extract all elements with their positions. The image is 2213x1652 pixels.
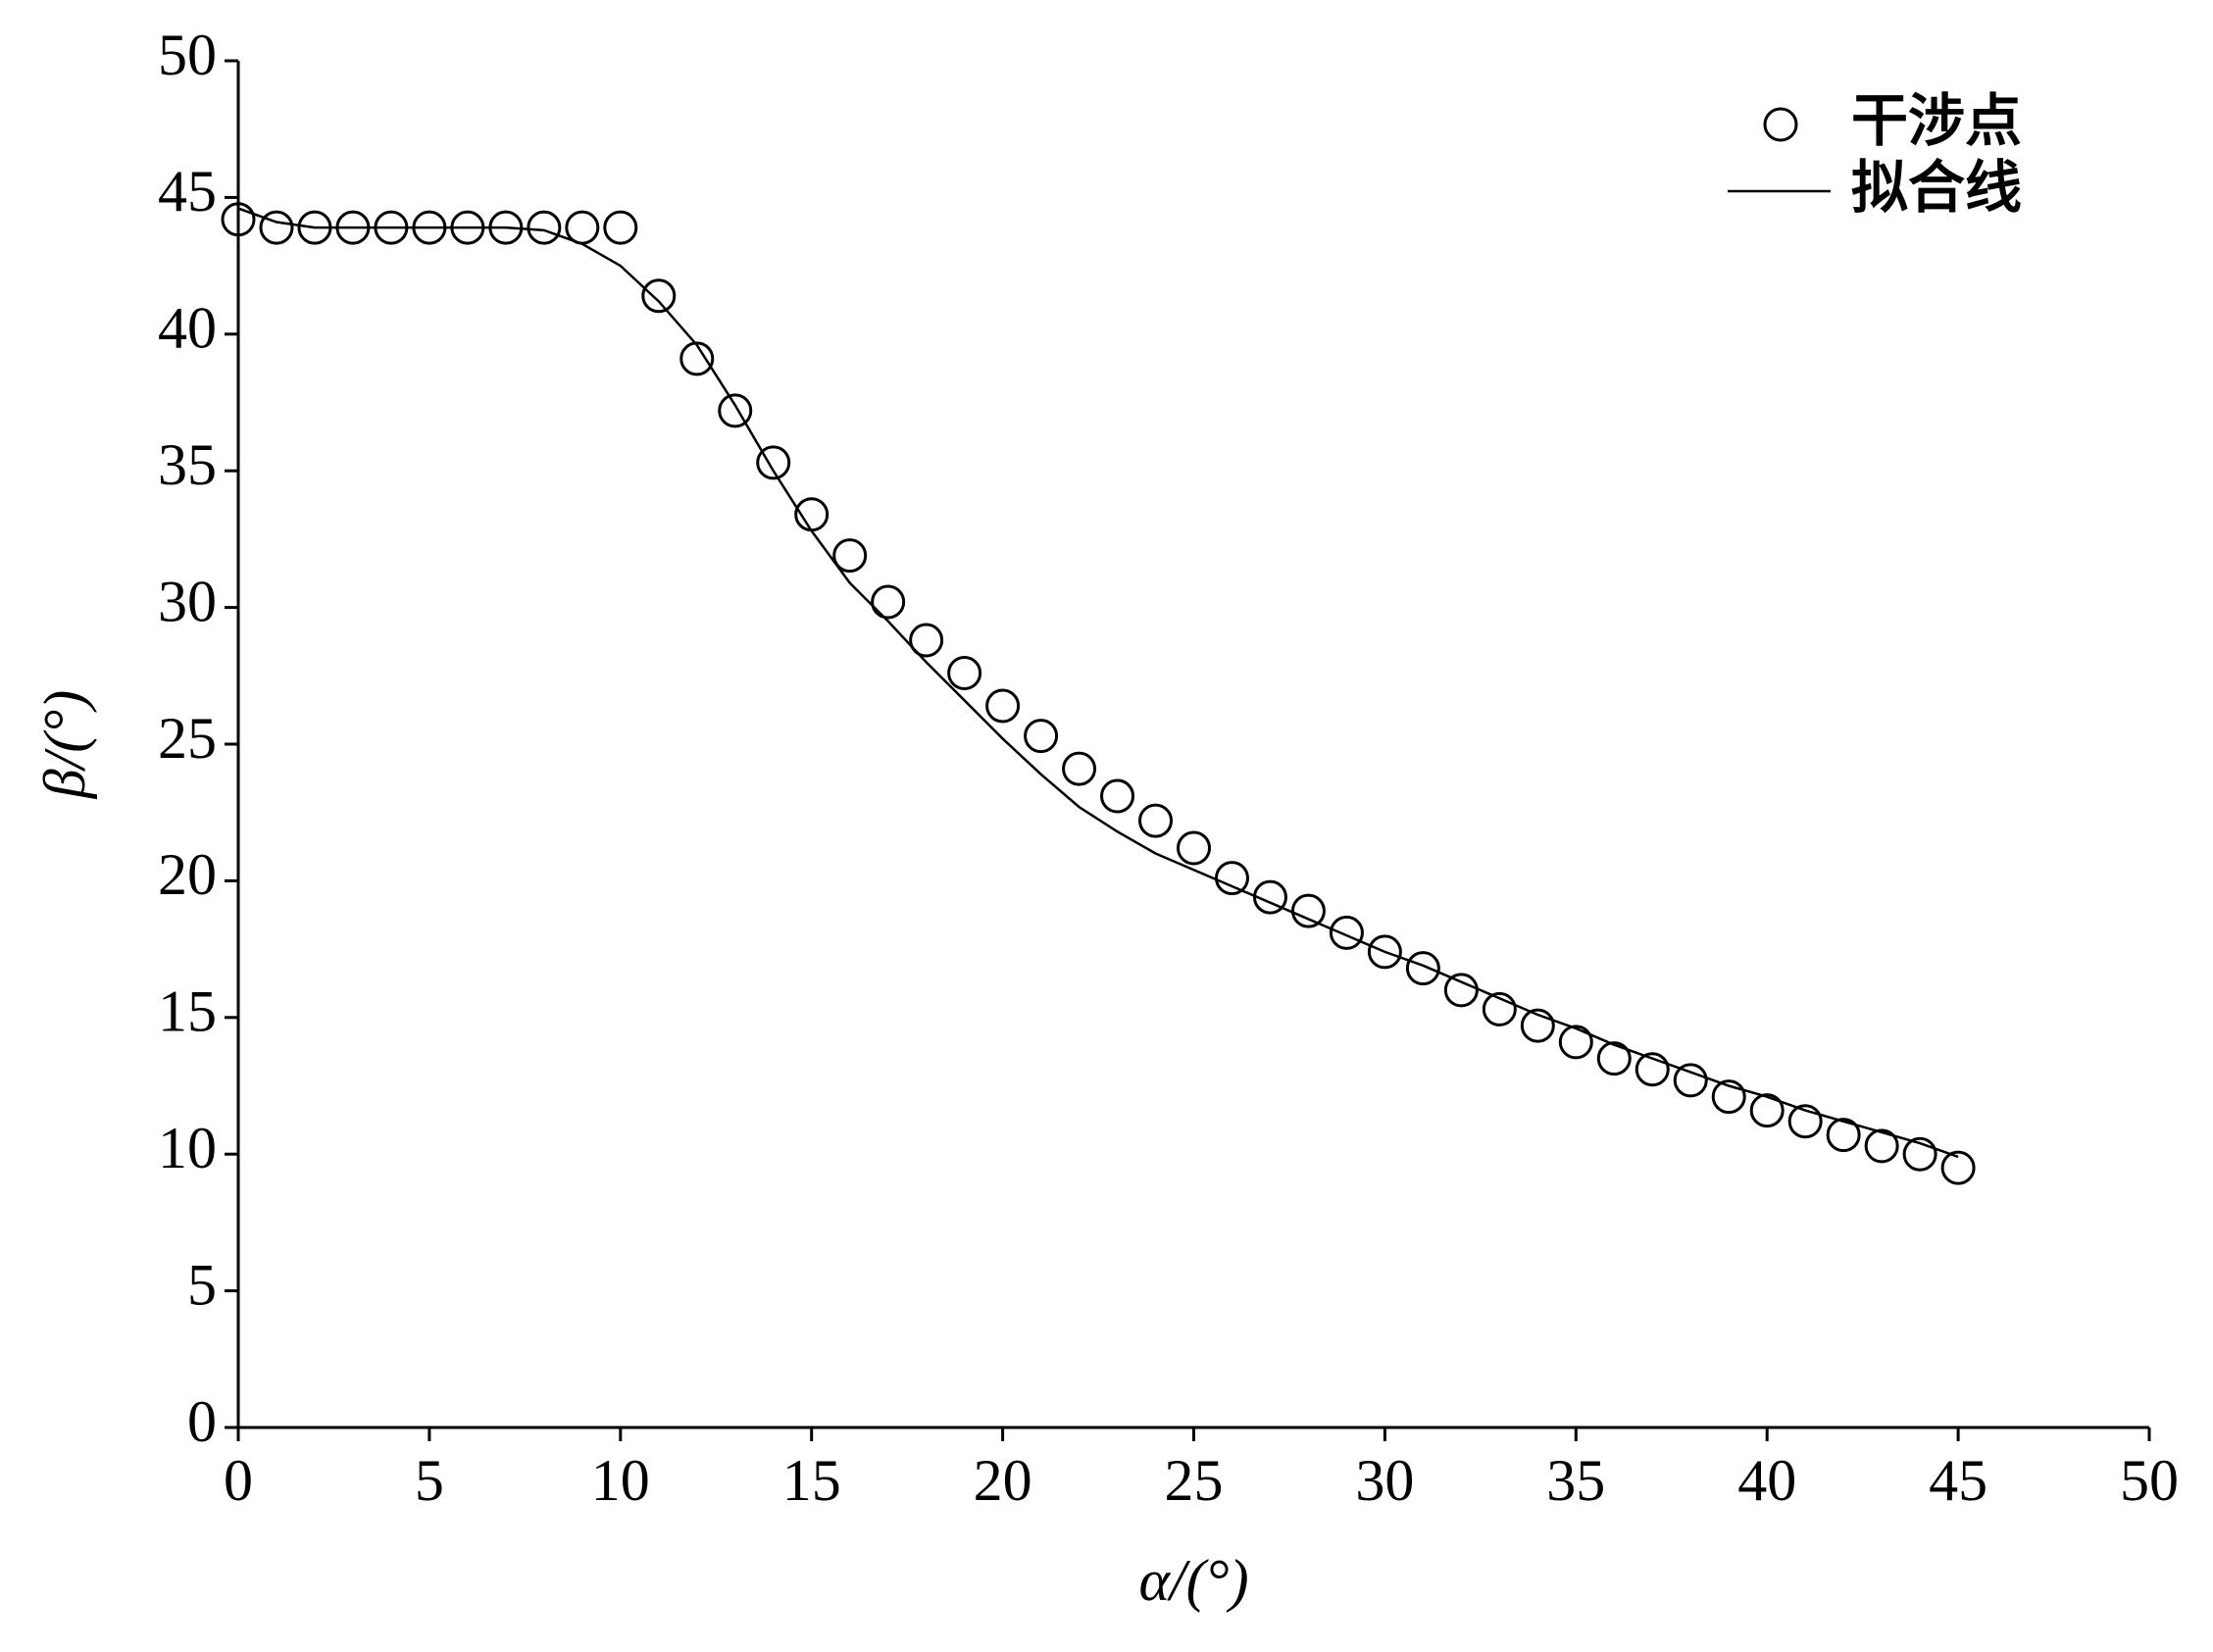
data-point [1826, 1118, 1861, 1153]
y-axis-label: β/(°) [32, 690, 97, 800]
data-point [909, 623, 944, 658]
data-point [1558, 1025, 1593, 1060]
y-tick-label: 45 [158, 159, 217, 224]
data-point [718, 393, 753, 428]
data-point [1520, 1008, 1555, 1043]
x-tick-label: 45 [1929, 1448, 1987, 1513]
data-point [1940, 1150, 1976, 1185]
data-point [1177, 830, 1211, 866]
data-point [756, 445, 791, 480]
data-point [1405, 951, 1440, 986]
data-point [1024, 719, 1059, 754]
y-tick-label: 50 [158, 23, 217, 87]
data-point [1482, 991, 1517, 1026]
data-point [1787, 1104, 1823, 1139]
y-tick-label: 40 [158, 296, 217, 361]
data-point [1367, 934, 1402, 970]
data-point [1138, 803, 1174, 838]
x-tick-label: 20 [974, 1448, 1032, 1513]
data-point [1673, 1063, 1708, 1098]
data-point [527, 210, 562, 245]
x-tick-label: 25 [1165, 1448, 1224, 1513]
data-point [1329, 915, 1364, 950]
y-tick-label: 10 [158, 1116, 217, 1180]
data-point [259, 210, 294, 245]
y-tick-label: 25 [158, 706, 217, 771]
x-tick-label: 10 [591, 1448, 650, 1513]
data-point [1214, 861, 1249, 896]
y-tick-label: 5 [187, 1252, 217, 1317]
data-point [832, 538, 868, 574]
data-point [1749, 1093, 1785, 1128]
fit-line [237, 207, 1959, 1159]
x-axis-label: α/(°) [1138, 1548, 1248, 1613]
data-point [221, 202, 256, 237]
y-tick-label: 15 [158, 979, 217, 1044]
data-point [947, 656, 982, 691]
data-point [679, 341, 715, 376]
data-point [1443, 973, 1479, 1008]
x-tick-label: 15 [782, 1448, 841, 1513]
data-point [565, 210, 600, 245]
data-point [641, 278, 677, 314]
data-point [1062, 751, 1097, 786]
data-point [1290, 893, 1326, 928]
x-tick-label: 0 [224, 1448, 253, 1513]
data-point [603, 210, 638, 245]
data-point [1635, 1052, 1670, 1087]
x-tick-label: 5 [415, 1448, 444, 1513]
x-tick-label: 30 [1355, 1448, 1414, 1513]
y-tick-label: 35 [158, 432, 217, 497]
data-point [1100, 778, 1135, 814]
x-tick-label: 35 [1546, 1448, 1605, 1513]
y-tick-label: 30 [158, 569, 217, 633]
data-point [1864, 1128, 1899, 1164]
legend-marker [1763, 107, 1798, 142]
legend-label: 拟合线 [1851, 154, 2022, 221]
data-point [1711, 1079, 1746, 1115]
data-point [1902, 1136, 1937, 1172]
data-point [985, 688, 1021, 724]
data-point [1596, 1041, 1632, 1076]
x-tick-label: 40 [1737, 1448, 1796, 1513]
legend-label: 干涉点 [1851, 87, 2022, 154]
data-point [871, 584, 906, 620]
y-tick-label: 20 [158, 842, 217, 907]
x-tick-label: 50 [2120, 1448, 2179, 1513]
y-tick-label: 0 [187, 1389, 217, 1454]
